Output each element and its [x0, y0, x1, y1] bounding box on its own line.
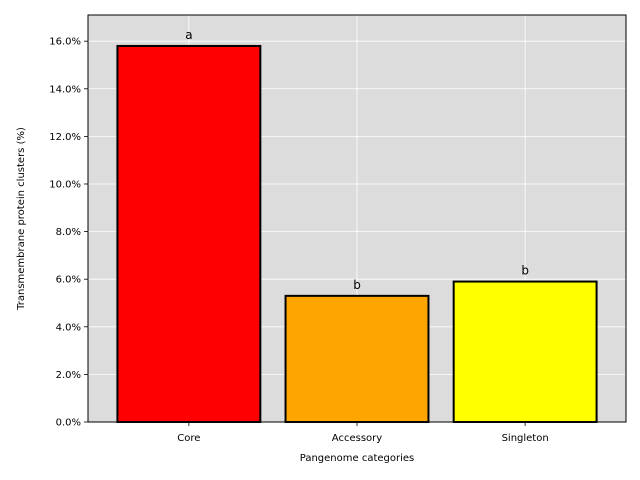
- y-tick-label: 6.0%: [56, 275, 81, 286]
- y-tick-label: 4.0%: [56, 322, 81, 333]
- x-axis-label: Pangenome categories: [300, 453, 415, 464]
- bar-annotation: b: [521, 264, 529, 278]
- bar-core: [116, 44, 262, 423]
- bar-singleton: [452, 280, 598, 423]
- y-tick-label: 10.0%: [49, 179, 81, 190]
- bar-annotations: a b b: [185, 28, 529, 292]
- y-tick-label: 16.0%: [49, 37, 81, 48]
- bars: [116, 44, 598, 423]
- x-tick-label: Core: [177, 433, 200, 444]
- x-tick-label: Singleton: [502, 433, 549, 444]
- y-tick-label: 0.0%: [56, 418, 81, 429]
- x-axis-ticks: Core Accessory Singleton: [177, 422, 549, 444]
- y-tick-label: 12.0%: [49, 132, 81, 143]
- y-axis-ticks: 0.0% 2.0% 4.0% 6.0% 8.0% 10.0% 12.0% 14.0% 16.0%: [49, 37, 88, 429]
- bar-annotation: b: [353, 278, 361, 292]
- y-tick-label: 2.0%: [56, 370, 81, 381]
- y-tick-label: 8.0%: [56, 227, 81, 238]
- x-tick-label: Accessory: [332, 433, 382, 444]
- y-tick-label: 14.0%: [49, 84, 81, 95]
- bar-accessory: [284, 294, 430, 423]
- y-axis-label: Transmembrane protein clusters (%): [16, 127, 27, 311]
- bar-annotation: a: [185, 28, 192, 42]
